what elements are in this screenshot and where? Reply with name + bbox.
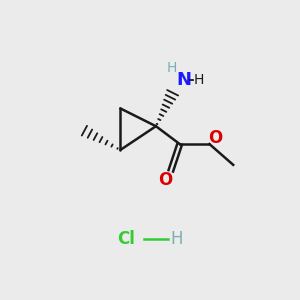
Text: O: O xyxy=(158,171,172,189)
Text: H: H xyxy=(167,61,178,75)
Text: H: H xyxy=(170,230,183,248)
Text: H: H xyxy=(194,73,204,87)
Text: O: O xyxy=(208,129,223,147)
Text: Cl: Cl xyxy=(117,230,135,248)
Text: N: N xyxy=(177,71,192,89)
